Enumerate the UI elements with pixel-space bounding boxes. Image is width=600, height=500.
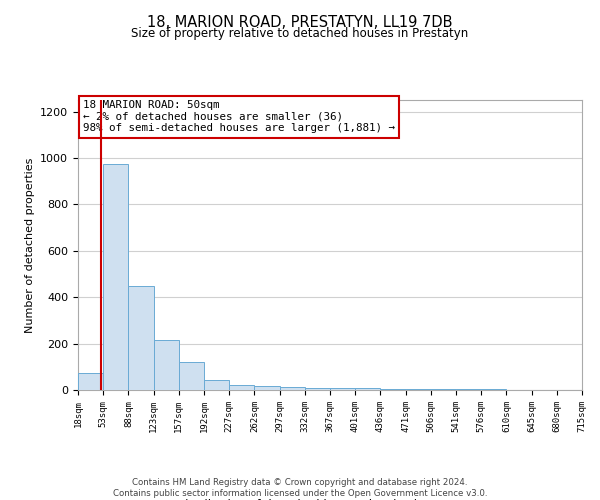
Bar [179,362,204,390]
Text: Size of property relative to detached houses in Prestatyn: Size of property relative to detached ho… [131,28,469,40]
Bar [128,286,154,390]
Bar [78,372,103,390]
Bar [254,386,280,390]
Bar [103,164,128,390]
Bar [330,388,355,390]
Bar [406,389,431,390]
Bar [204,380,229,390]
Bar [305,388,330,390]
Text: Contains HM Land Registry data © Crown copyright and database right 2024.
Contai: Contains HM Land Registry data © Crown c… [113,478,487,498]
Text: 18, MARION ROAD, PRESTATYN, LL19 7DB: 18, MARION ROAD, PRESTATYN, LL19 7DB [147,15,453,30]
Y-axis label: Number of detached properties: Number of detached properties [25,158,35,332]
Bar [355,388,380,390]
Bar [229,385,254,390]
Bar [154,340,179,390]
X-axis label: Distribution of detached houses by size in Prestatyn: Distribution of detached houses by size … [176,498,484,500]
Bar [431,389,456,390]
Bar [380,388,406,390]
Text: 18 MARION ROAD: 50sqm
← 2% of detached houses are smaller (36)
98% of semi-detac: 18 MARION ROAD: 50sqm ← 2% of detached h… [83,100,395,133]
Bar [280,387,305,390]
